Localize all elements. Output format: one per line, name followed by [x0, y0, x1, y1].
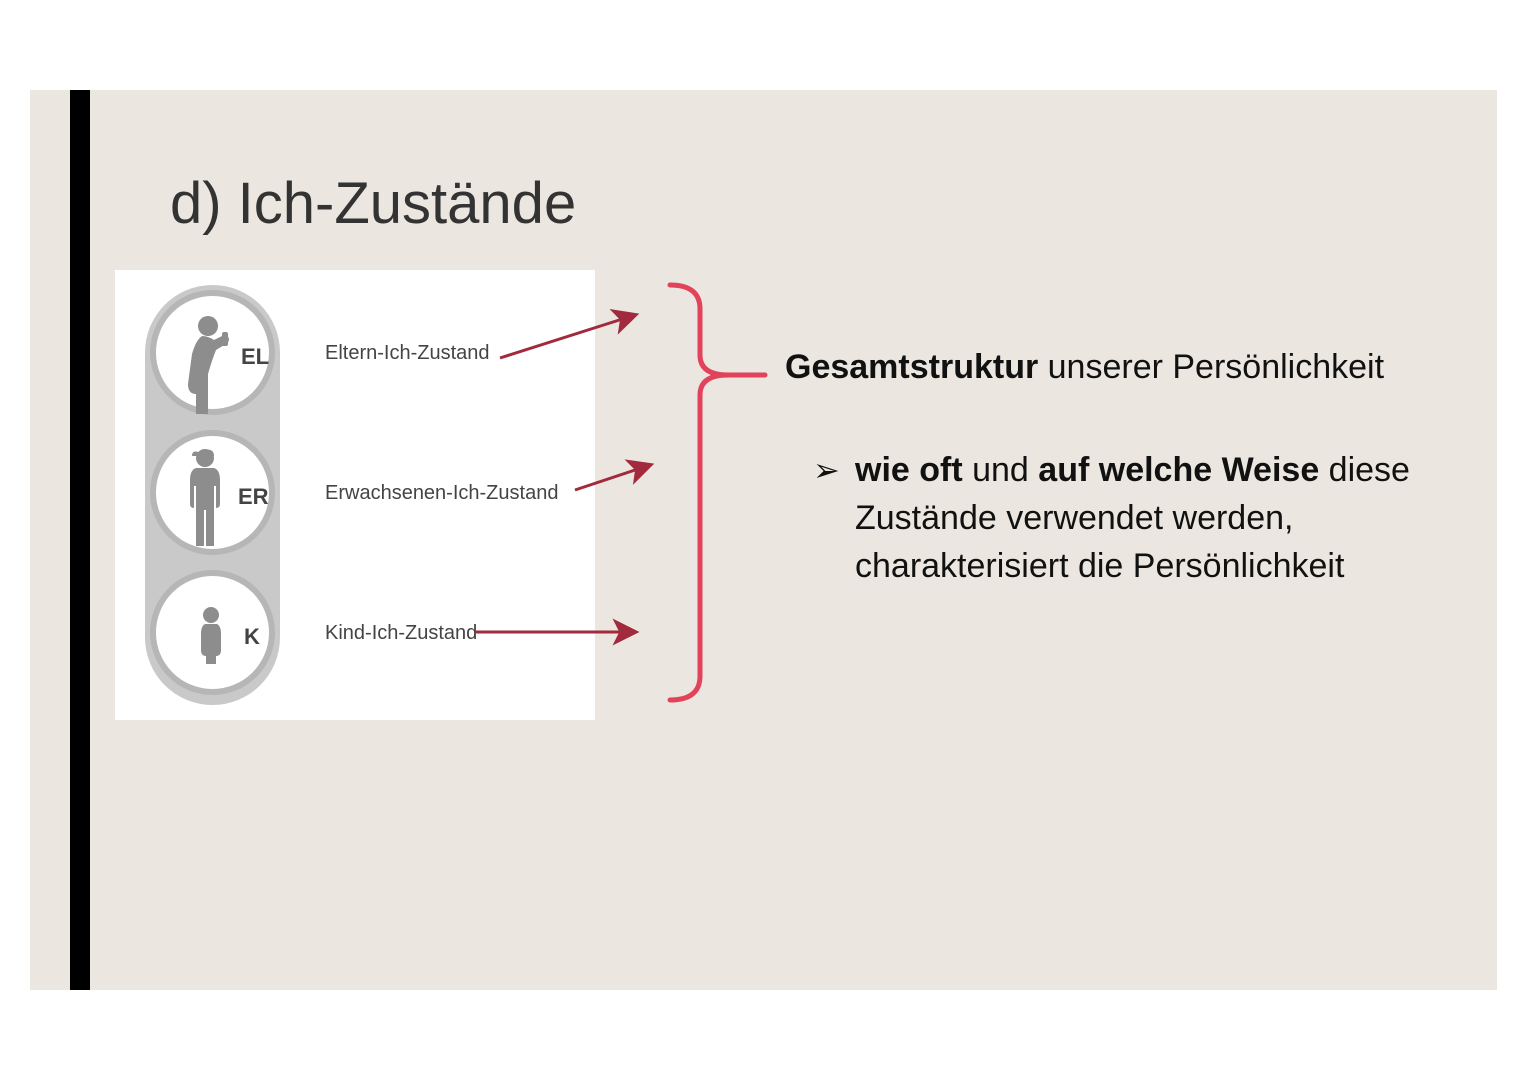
accent-bar: [70, 90, 90, 990]
headline-bold: Gesamtstruktur: [785, 348, 1038, 386]
state-circle-el: EL: [150, 290, 275, 415]
diagram-panel: EL ER: [115, 270, 595, 720]
bullet-bold-1: wie oft: [855, 451, 963, 489]
slide-title: d) Ich-Zustände: [170, 170, 576, 237]
brace-icon: [670, 285, 728, 700]
parent-silhouette-icon: [168, 314, 238, 414]
state-abbr-k: K: [244, 624, 260, 650]
slide: d) Ich-Zustände EL: [30, 90, 1497, 990]
child-silhouette-icon: [196, 606, 226, 666]
adult-silhouette-icon: [180, 446, 230, 551]
state-abbr-er: ER: [238, 484, 269, 510]
right-column: Gesamtstruktur unserer Persönlichkeit ➢ …: [785, 345, 1445, 591]
state-abbr-el: EL: [241, 344, 269, 370]
state-label-el: Eltern-Ich-Zustand: [325, 342, 490, 365]
bullet-mid: und: [963, 451, 1039, 489]
chevron-right-icon: ➢: [813, 448, 840, 493]
state-circle-er: ER: [150, 430, 275, 555]
state-circle-k: K: [150, 570, 275, 695]
state-label-k: Kind-Ich-Zustand: [325, 622, 477, 645]
state-label-er: Erwachsenen-Ich-Zustand: [325, 482, 558, 505]
sub-bullet: ➢ wie oft und auf welche Weise diese Zus…: [855, 446, 1445, 591]
headline-text: Gesamtstruktur unserer Persönlichkeit: [785, 345, 1445, 391]
bullet-bold-2: auf welche Weise: [1038, 451, 1319, 489]
headline-rest: unserer Persönlichkeit: [1038, 348, 1384, 386]
